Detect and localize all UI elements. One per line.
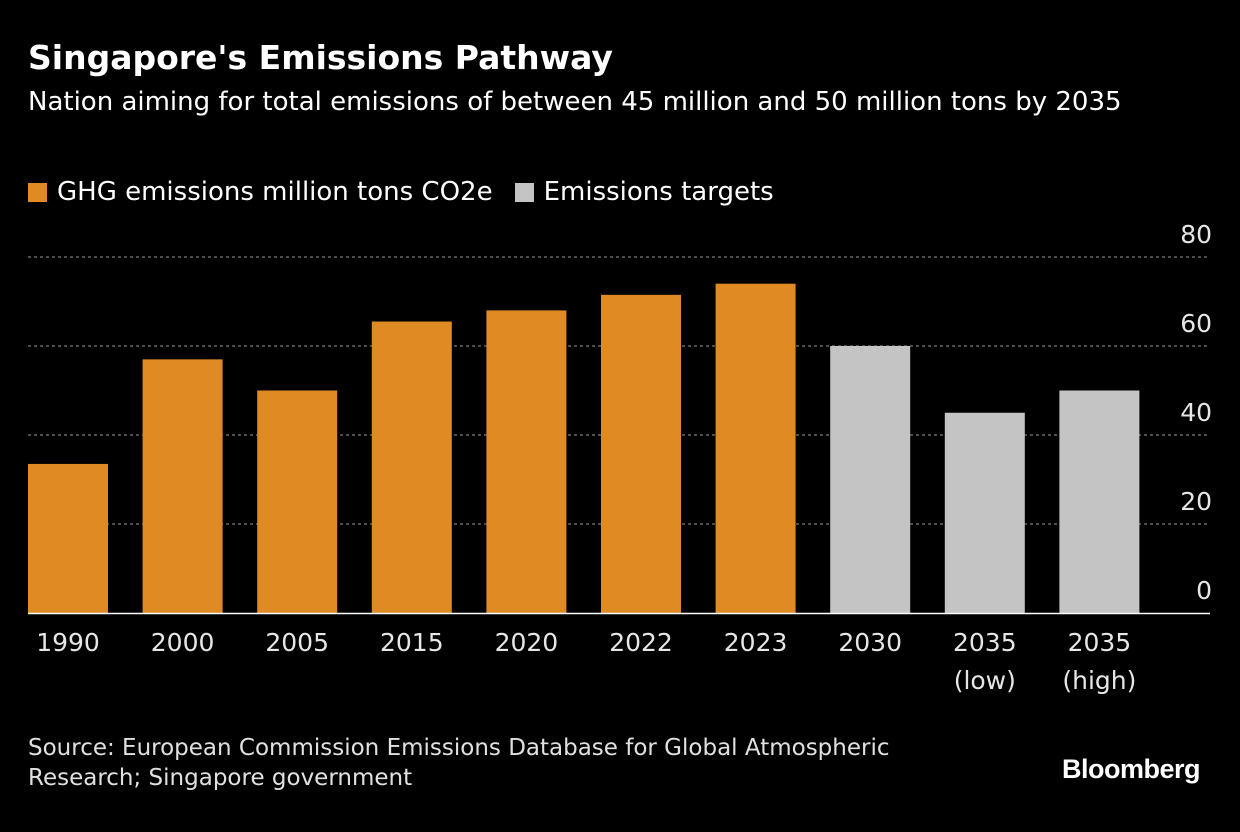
legend-swatch-targets xyxy=(514,182,534,202)
bar xyxy=(715,283,796,613)
legend-item-emissions: GHG emissions million tons CO2e xyxy=(28,177,493,207)
y-tick-label: 20 xyxy=(1180,487,1212,516)
x-tick-label: 2020 xyxy=(495,628,559,657)
x-tick-label: 2030 xyxy=(838,628,902,657)
bar xyxy=(142,359,223,613)
x-tick-label: 2023 xyxy=(724,628,788,657)
x-tick-label: 2000 xyxy=(151,628,215,657)
bar xyxy=(486,310,567,613)
bloomberg-logo: Bloomberg xyxy=(1061,754,1201,784)
bar xyxy=(28,463,108,613)
legend-swatch-emissions xyxy=(28,182,47,202)
legend-item-targets: Emissions targets xyxy=(514,177,774,207)
legend-label-targets: Emissions targets xyxy=(543,177,774,207)
x-tick-label: (low) xyxy=(954,666,1016,695)
y-tick-label: 80 xyxy=(1180,220,1212,249)
y-tick-label: 60 xyxy=(1180,309,1212,338)
chart-subtitle: Nation aiming for total emissions of bet… xyxy=(28,87,1122,117)
x-tick-label: 2035 xyxy=(953,628,1017,657)
chart-title: Singapore's Emissions Pathway xyxy=(28,38,613,77)
x-tick-label: 1990 xyxy=(36,628,100,657)
source-note: Source: European Commission Emissions Da… xyxy=(28,735,890,791)
x-tick-label: 2015 xyxy=(380,628,444,657)
bar xyxy=(257,390,338,613)
y-tick-label: 0 xyxy=(1196,576,1212,605)
x-tick-label: 2035 xyxy=(1068,628,1132,657)
bar xyxy=(944,412,1025,613)
x-tick-label: 2005 xyxy=(265,628,329,657)
legend-label-emissions: GHG emissions million tons CO2e xyxy=(57,177,493,207)
bar xyxy=(1059,390,1140,613)
legend: GHG emissions million tons CO2e Emission… xyxy=(28,174,796,210)
bar xyxy=(830,346,911,613)
x-tick-label: 2022 xyxy=(609,628,673,657)
x-tick-label: (high) xyxy=(1062,666,1136,695)
bar xyxy=(601,294,681,613)
y-tick-label: 40 xyxy=(1180,398,1212,427)
bar xyxy=(371,321,452,613)
